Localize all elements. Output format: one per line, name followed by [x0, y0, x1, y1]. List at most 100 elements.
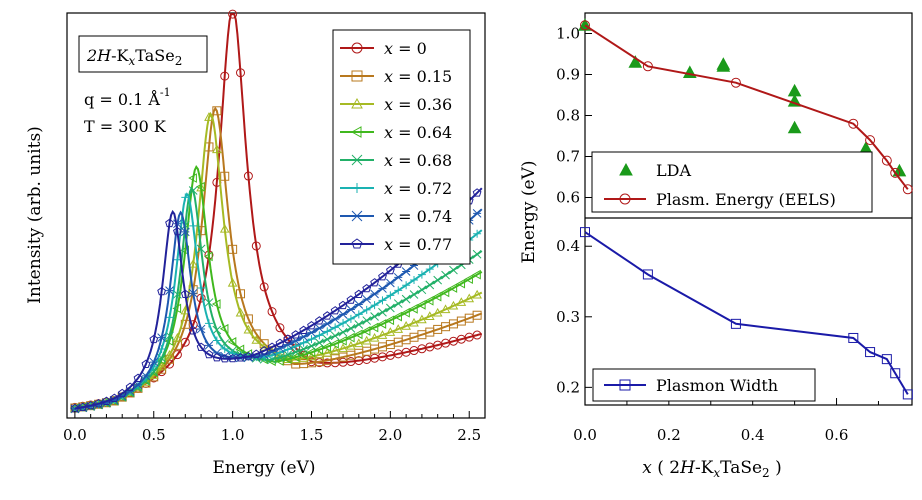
- curve-3-point: [298, 349, 308, 360]
- curve-2-point: [314, 349, 325, 359]
- curve-6-point: [165, 286, 174, 295]
- curve-4-point: [433, 275, 443, 285]
- legend-eels-label: Plasm. Energy (EELS): [656, 190, 836, 209]
- curve-0-point: [251, 241, 261, 251]
- top-series-1-point: [902, 184, 913, 195]
- curve-5-point: [417, 270, 426, 279]
- legend-label-6: x = 0.74: [384, 207, 452, 226]
- top-series-0-point: [787, 120, 802, 134]
- curve-6-point: [315, 323, 324, 333]
- curve-3-point: [424, 295, 434, 306]
- curve-5-point: [204, 319, 213, 328]
- curve-7-point: [307, 320, 316, 330]
- curve-4-point: [409, 290, 419, 299]
- curve-3-point: [314, 344, 324, 355]
- curve-7-point: [109, 393, 119, 402]
- curve-5-point: [197, 284, 206, 293]
- curve-3-point: [361, 326, 371, 336]
- curve-7-point: [299, 325, 308, 334]
- legend-eels-marker: [619, 193, 631, 205]
- legend-marker-7: [351, 238, 363, 249]
- curve-4-point: [354, 320, 364, 329]
- curve-5-point: [283, 345, 292, 354]
- curve-5-point: [291, 342, 300, 351]
- curve-2-point: [385, 327, 396, 336]
- curve-6-point: [338, 310, 348, 319]
- bottom-series-0-point: [865, 347, 876, 358]
- curve-3-point: [211, 299, 221, 309]
- curve-4-point: [338, 327, 348, 337]
- curve-7-point: [220, 354, 230, 363]
- legend-marker-4: [351, 154, 363, 166]
- curve-3-point: [408, 304, 418, 314]
- curve-6-point: [370, 289, 379, 299]
- curve-2-point: [346, 340, 356, 350]
- sample-box: [78, 35, 208, 73]
- curve-2-point: [164, 349, 175, 359]
- curve-2-point: [377, 330, 388, 339]
- curve-4-point: [173, 289, 182, 299]
- right-x-tick-label: 0.0: [573, 426, 597, 444]
- legend-label-5: x = 0.72: [384, 179, 452, 198]
- curve-7-point: [117, 388, 127, 398]
- bottom-series-0-point: [881, 354, 892, 365]
- curve-4-point: [291, 347, 301, 357]
- curve-7-point: [259, 346, 269, 355]
- curve-6-point: [173, 219, 182, 229]
- curve-5-point: [189, 221, 198, 230]
- curve-3-point: [393, 311, 402, 322]
- curve-3-point: [377, 319, 387, 329]
- curve-3-point: [401, 307, 410, 318]
- left-x-label: Energy (eV): [212, 458, 315, 478]
- curve-2-point: [322, 347, 333, 357]
- curve-2-point: [417, 314, 427, 324]
- curve-5-point: [394, 286, 403, 295]
- curve-4-point: [283, 350, 293, 360]
- curve-5-point: [299, 338, 308, 347]
- curve-2-point: [290, 354, 301, 364]
- curve-5-point: [181, 193, 190, 202]
- curve-4-point: [425, 280, 435, 290]
- curve-7-point: [244, 351, 253, 361]
- legend-label-1: x = 0.15: [384, 67, 452, 86]
- curve-2-point: [204, 112, 214, 121]
- left-x-tick-label: 2.5: [457, 426, 481, 444]
- curve-6-point: [354, 300, 364, 309]
- right-x-label: x ( 2H-KxTaSe2 ): [642, 458, 781, 480]
- left-plot-frame: [66, 12, 486, 419]
- curve-3-point: [432, 291, 442, 302]
- curve-3-point: [203, 251, 213, 262]
- top-series-1-point: [580, 20, 590, 31]
- curve-3-point: [235, 344, 245, 355]
- curve-4-point: [307, 341, 316, 351]
- top-series-1-point: [642, 61, 653, 72]
- curve-0-point: [275, 323, 285, 333]
- curve-7-point: [275, 338, 285, 347]
- legend-marker-2: [351, 97, 363, 109]
- right-x-tick-label: 0.4: [741, 426, 765, 444]
- left-chart: 0.0 0.5 1.0 1.5 2.0 2.5 Energy (eV) Intensity…: [25, 9, 486, 478]
- curve-0-point: [243, 171, 253, 181]
- left-y-label: Intensity (arb. units): [25, 126, 45, 304]
- curve-7-point: [212, 353, 222, 362]
- curve-6-point: [362, 294, 372, 304]
- curve-4-point: [322, 334, 332, 344]
- top-series-1-point: [881, 155, 892, 166]
- curve-6-point: [472, 209, 482, 218]
- curve-0-point: [472, 330, 482, 340]
- curve-3-point: [448, 283, 458, 293]
- curve-3-point: [188, 173, 197, 183]
- legend-marker-6: [351, 210, 363, 222]
- curve-1-point: [472, 310, 482, 320]
- legend-label-2: x = 0.36: [384, 95, 452, 114]
- top-y-tick-label: 0.7: [556, 148, 580, 166]
- curve-4-point: [212, 325, 222, 335]
- curve-5-point: [339, 319, 348, 328]
- bottom-series-0-point: [902, 389, 913, 400]
- curve-2-point: [251, 335, 262, 344]
- curve-3-point: [306, 347, 316, 358]
- curve-0-point: [220, 71, 230, 81]
- curve-7-point: [204, 349, 214, 359]
- curve-7-point: [291, 330, 301, 339]
- curve-4-point: [346, 324, 356, 333]
